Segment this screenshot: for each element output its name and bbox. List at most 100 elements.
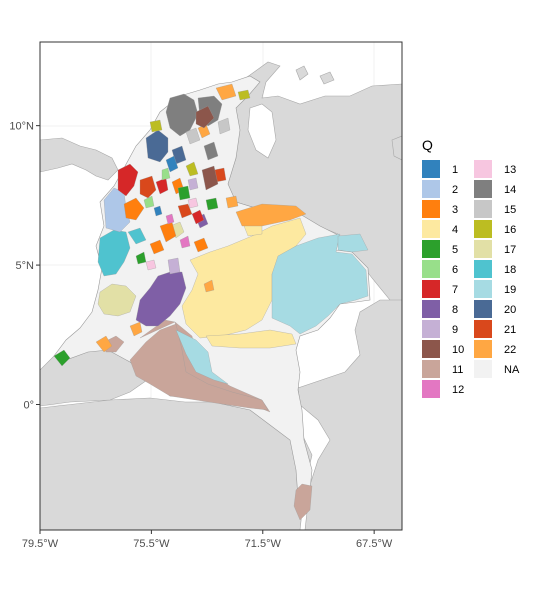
lake-maracaibo [247,103,277,159]
legend-label-21: 21 [504,324,516,336]
legend-label-11: 11 [452,364,463,376]
legend-label-9: 9 [452,324,458,336]
quartile-regions [53,83,369,521]
neighbor-countries [40,61,402,530]
legend-key-7 [422,280,440,298]
legend-key-13 [474,160,492,178]
legend-key-3 [422,200,440,218]
legend-label-12: 12 [452,384,464,396]
legend-key-8 [422,300,440,318]
region-q16c [185,161,199,177]
region-q21 [139,175,157,199]
region-q6 [143,195,155,209]
panel-border [39,41,403,531]
legend-label-15: 15 [504,204,516,216]
region-q6b [161,167,171,181]
y-axis: 10°N 5°N 0° [9,121,40,412]
region-q22 [215,83,237,101]
region-q4b [205,329,297,349]
legend-label-17: 17 [504,244,516,256]
region-q3e [193,237,209,253]
region-q1b [153,205,163,217]
legend-key-5 [422,240,440,258]
legend-key-14 [474,180,492,198]
legend-label-7: 7 [452,284,458,296]
region-q10 [195,105,215,129]
legend-label-18: 18 [504,264,516,276]
legend-key-12 [422,380,440,398]
region-q7 [117,163,139,197]
region-q17 [97,283,137,317]
region-q15b [217,117,231,135]
region-q11c [293,483,313,521]
region-q22c [95,335,113,353]
curacao-island [319,71,335,85]
legend-label-1: 1 [452,164,458,176]
region-q22b [235,203,307,227]
legend-key-22 [474,340,492,358]
region-q14 [165,93,199,137]
legend-label-10: 10 [452,344,464,356]
map-layers [40,42,402,530]
trinidad-island [391,135,402,161]
aruba-island [295,65,309,81]
region-q13b [187,197,199,209]
region-q19 [271,233,369,335]
region-q1 [165,155,179,173]
region-q3 [123,197,145,221]
region-q5c [205,197,219,211]
region-q14c [203,141,219,161]
legend-key-10 [422,340,440,358]
legend-label-20: 20 [504,304,516,316]
region-q5b [177,185,191,201]
legend-label-13: 13 [504,164,516,176]
x-axis: 79.5°W 75.5°W 71.5°W 67.5°W [22,530,393,550]
legend-title: Q [422,137,433,153]
legend-label-6: 6 [452,264,458,276]
y-tick-label: 0° [23,400,34,412]
legend-key-16 [474,220,492,238]
region-q8 [135,271,187,327]
legend-label-na: NA [504,364,520,376]
x-tick-label: 75.5°W [133,538,170,550]
legend-label-4: 4 [452,224,458,236]
y-tick-label: 10°N [9,121,34,133]
region-q19c [337,233,369,253]
legend-label-16: 16 [504,224,516,236]
legend-key-19 [474,280,492,298]
region-q18b [127,227,147,245]
legend-key-1 [422,160,440,178]
legend-key-17 [474,240,492,258]
legend-key-na [474,360,492,378]
region-q15 [185,127,201,145]
legend-label-2: 2 [452,184,458,196]
legend-key-18 [474,260,492,278]
legend-key-11 [422,360,440,378]
legend-key-15 [474,200,492,218]
region-q22f [225,195,239,209]
legend-key-21 [474,320,492,338]
region-q9b [187,177,199,191]
region-q13 [145,259,157,271]
legend-label-14: 14 [504,184,516,196]
legend-label-22: 22 [504,344,516,356]
y-tick-label: 5°N [16,260,35,272]
legend-label-5: 5 [452,244,458,256]
region-q22d [129,321,143,337]
region-q16b [237,89,251,101]
x-tick-label: 71.5°W [245,538,282,550]
region-q16 [149,119,163,133]
x-tick-label: 67.5°W [356,538,393,550]
x-tick-label: 79.5°W [22,538,59,550]
legend-key-6 [422,260,440,278]
region-q7c [191,209,205,225]
region-q21b [177,203,193,219]
legend-key-9 [422,320,440,338]
region-q19b [175,329,229,385]
region-q3c [149,239,165,255]
legend-key-4 [422,220,440,238]
region-q9 [167,257,181,275]
region-q12b [165,213,175,225]
